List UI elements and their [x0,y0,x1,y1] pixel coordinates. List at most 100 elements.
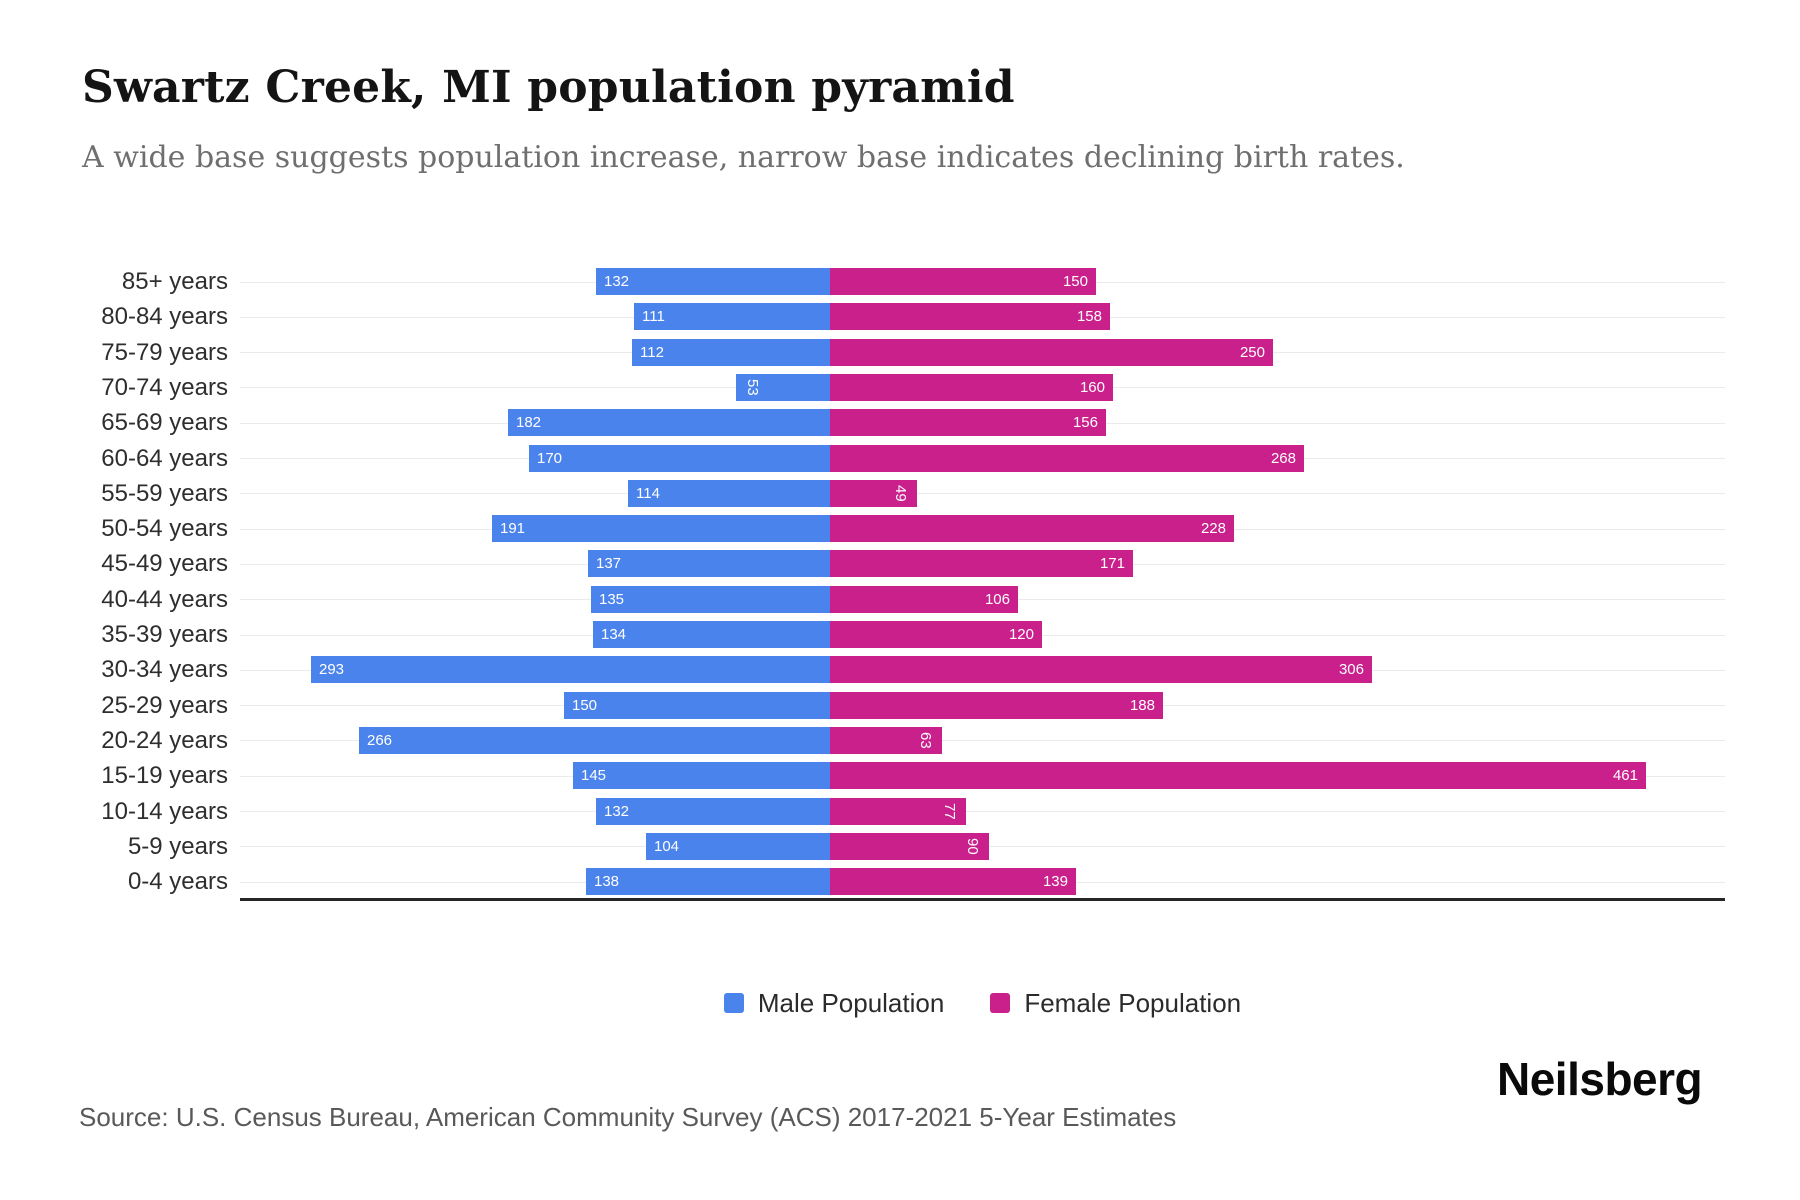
chart-title: Swartz Creek, MI population pyramid [82,62,1015,113]
male-bar[interactable]: 266 [359,727,830,754]
female-bar[interactable]: 120 [830,621,1042,648]
male-bar[interactable]: 150 [564,692,830,719]
female-bar-value: 49 [892,485,909,502]
female-bar-value: 160 [1079,379,1105,396]
y-axis-label: 60-64 years [101,445,228,472]
legend-item-female[interactable]: Female Population [990,988,1241,1019]
female-bar-value: 461 [1612,767,1638,784]
male-bar-value: 135 [599,591,625,608]
y-axis-label: 70-74 years [101,374,228,401]
gridline [240,740,1725,741]
female-bar-value: 120 [1008,626,1034,643]
female-bar-value: 171 [1099,555,1125,572]
y-axis-label: 75-79 years [101,339,228,366]
gridline [240,493,1725,494]
female-bar-value: 250 [1239,344,1265,361]
male-bar[interactable]: 170 [529,445,830,472]
y-axis-label: 45-49 years [101,550,228,577]
male-bar[interactable]: 114 [628,480,830,507]
male-bar[interactable]: 135 [591,586,830,613]
male-bar-value: 111 [642,308,665,325]
female-bar-value: 158 [1076,308,1102,325]
y-axis-label: 85+ years [121,268,228,295]
male-bar-value: 138 [594,873,620,890]
y-axis-label: 30-34 years [101,656,228,683]
female-bar-value: 63 [917,732,934,749]
female-bar[interactable]: 228 [830,515,1234,542]
male-bar-value: 182 [516,414,542,431]
male-bar[interactable]: 111 [634,303,830,330]
male-bar-value: 132 [604,273,630,290]
y-axis-label: 0-4 years [127,868,228,895]
male-bar[interactable]: 145 [573,762,830,789]
female-bar-value: 188 [1129,697,1155,714]
y-axis-label: 10-14 years [101,798,228,825]
female-bar[interactable]: 461 [830,762,1646,789]
male-bar-value: 145 [581,767,607,784]
female-legend-label: Female Population [1024,987,1242,1018]
male-bar-value: 293 [319,661,345,678]
male-bar[interactable]: 182 [508,409,830,436]
legend-item-male[interactable]: Male Population [723,987,945,1019]
y-axis-label: 40-44 years [101,586,228,613]
female-bar-value: 306 [1338,661,1364,678]
female-bar[interactable]: 150 [830,268,1096,295]
female-bar[interactable]: 63 [830,727,942,754]
x-axis-line [240,898,1725,901]
y-axis-label: 5-9 years [127,833,228,860]
male-bar[interactable]: 191 [492,515,830,542]
female-bar[interactable]: 139 [830,868,1076,895]
y-axis-label: 50-54 years [101,515,228,542]
female-bar[interactable]: 171 [830,550,1133,577]
y-axis-label: 15-19 years [101,762,228,789]
male-bar-value: 112 [640,344,664,361]
female-bar[interactable]: 306 [830,656,1372,683]
female-bar-value: 139 [1042,873,1068,890]
female-bar[interactable]: 49 [830,480,917,507]
source-note: Source: U.S. Census Bureau, American Com… [79,1102,1177,1132]
male-bar[interactable]: 134 [593,621,830,648]
female-bar[interactable]: 268 [830,445,1304,472]
female-bar-value: 150 [1062,273,1088,290]
y-axis-label: 80-84 years [101,303,228,330]
female-bar-value: 228 [1200,520,1226,537]
male-bar-value: 104 [654,838,680,855]
male-bar[interactable]: 53 [736,374,830,401]
male-bar[interactable]: 112 [632,339,830,366]
female-legend-swatch [990,993,1011,1013]
female-bar-value: 156 [1072,414,1098,431]
female-bar[interactable]: 90 [830,833,989,860]
male-bar[interactable]: 137 [588,550,830,577]
female-bar[interactable]: 250 [830,339,1273,366]
male-bar[interactable]: 138 [586,868,830,895]
y-axis-label: 25-29 years [101,692,228,719]
female-bar[interactable]: 188 [830,692,1163,719]
y-axis-label: 20-24 years [101,727,228,754]
female-bar[interactable]: 77 [830,798,966,825]
female-bar[interactable]: 156 [830,409,1106,436]
male-bar-value: 53 [744,379,761,396]
male-bar-value: 170 [537,450,563,467]
male-bar-value: 137 [596,555,622,572]
male-legend-swatch [723,993,744,1013]
male-bar-value: 266 [367,732,393,749]
male-bar[interactable]: 132 [596,268,830,295]
male-bar-value: 134 [601,626,627,643]
female-bar-value: 106 [984,591,1010,608]
female-bar[interactable]: 158 [830,303,1110,330]
male-bar[interactable]: 104 [646,833,830,860]
female-bar-value: 77 [941,803,958,820]
male-bar[interactable]: 132 [596,798,830,825]
male-bar[interactable]: 293 [311,656,830,683]
y-axis-label: 55-59 years [101,480,228,507]
male-legend-label: Male Population [757,987,945,1018]
male-bar-value: 114 [636,485,660,502]
female-bar[interactable]: 160 [830,374,1113,401]
legend: Male Population Female Population [240,988,1725,1018]
female-bar[interactable]: 106 [830,586,1018,613]
female-bar-value: 268 [1270,450,1296,467]
chart-subtitle: A wide base suggests population increase… [82,140,1405,175]
brand-logo[interactable]: Neilsberg [1497,1053,1703,1105]
